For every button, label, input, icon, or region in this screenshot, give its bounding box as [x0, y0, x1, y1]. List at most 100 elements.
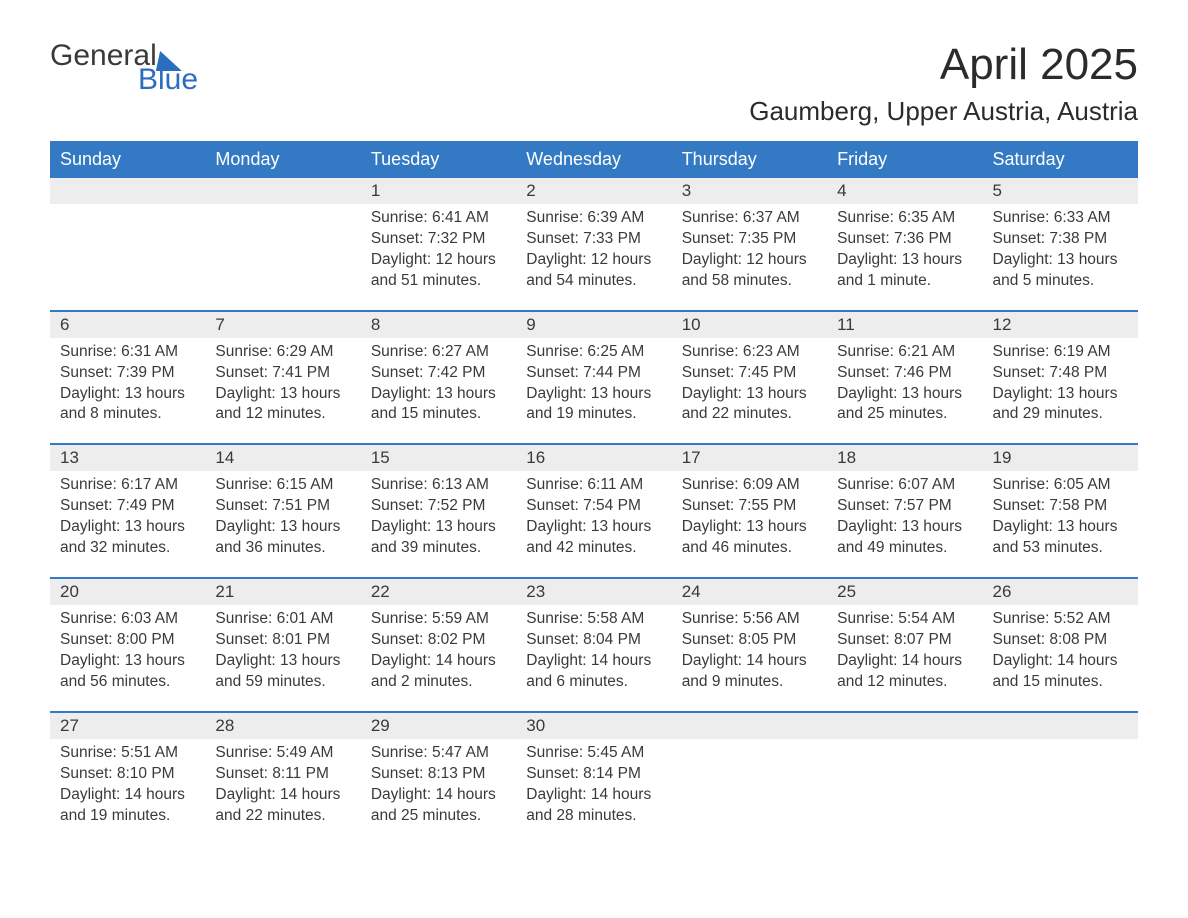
day-body-cell — [672, 739, 827, 845]
daylight-line: Daylight: 14 hours and 12 minutes. — [837, 651, 972, 693]
day-body-cell: Sunrise: 6:03 AMSunset: 8:00 PMDaylight:… — [50, 605, 205, 712]
sunset-line: Sunset: 7:52 PM — [371, 496, 506, 517]
day-body-cell — [827, 739, 982, 845]
day-number-cell: 14 — [205, 444, 360, 471]
daylight-line: Daylight: 13 hours and 36 minutes. — [215, 517, 350, 559]
sunrise-line: Sunrise: 6:01 AM — [215, 609, 350, 630]
sunrise-line: Sunrise: 6:15 AM — [215, 475, 350, 496]
title-block: April 2025 Gaumberg, Upper Austria, Aust… — [749, 40, 1138, 127]
sunset-line: Sunset: 8:05 PM — [682, 630, 817, 651]
day-number-cell: 2 — [516, 178, 671, 204]
sunset-line: Sunset: 8:04 PM — [526, 630, 661, 651]
weekday-header: Tuesday — [361, 141, 516, 178]
sunrise-line: Sunrise: 5:51 AM — [60, 743, 195, 764]
day-body-cell: Sunrise: 6:21 AMSunset: 7:46 PMDaylight:… — [827, 338, 982, 445]
sunset-line: Sunset: 7:45 PM — [682, 363, 817, 384]
day-body-cell: Sunrise: 6:13 AMSunset: 7:52 PMDaylight:… — [361, 471, 516, 578]
day-number-cell: 5 — [983, 178, 1138, 204]
daylight-line: Daylight: 13 hours and 29 minutes. — [993, 384, 1128, 426]
daylight-line: Daylight: 13 hours and 25 minutes. — [837, 384, 972, 426]
daylight-line: Daylight: 13 hours and 59 minutes. — [215, 651, 350, 693]
daylight-line: Daylight: 14 hours and 2 minutes. — [371, 651, 506, 693]
day-body-cell: Sunrise: 5:58 AMSunset: 8:04 PMDaylight:… — [516, 605, 671, 712]
calendar-body: 12345Sunrise: 6:41 AMSunset: 7:32 PMDayl… — [50, 178, 1138, 844]
day-number-cell: 25 — [827, 578, 982, 605]
week-body-row: Sunrise: 6:17 AMSunset: 7:49 PMDaylight:… — [50, 471, 1138, 578]
daylight-line: Daylight: 13 hours and 49 minutes. — [837, 517, 972, 559]
sunset-line: Sunset: 8:13 PM — [371, 764, 506, 785]
day-body-cell: Sunrise: 5:45 AMSunset: 8:14 PMDaylight:… — [516, 739, 671, 845]
day-number-cell: 22 — [361, 578, 516, 605]
daylight-line: Daylight: 13 hours and 22 minutes. — [682, 384, 817, 426]
sunset-line: Sunset: 8:07 PM — [837, 630, 972, 651]
daylight-line: Daylight: 14 hours and 9 minutes. — [682, 651, 817, 693]
day-number-cell: 13 — [50, 444, 205, 471]
calendar-table: Sunday Monday Tuesday Wednesday Thursday… — [50, 141, 1138, 844]
day-number-cell: 15 — [361, 444, 516, 471]
sunrise-line: Sunrise: 6:31 AM — [60, 342, 195, 363]
daylight-line: Daylight: 12 hours and 51 minutes. — [371, 250, 506, 292]
month-title: April 2025 — [749, 40, 1138, 90]
day-body-cell: Sunrise: 5:56 AMSunset: 8:05 PMDaylight:… — [672, 605, 827, 712]
daylight-line: Daylight: 14 hours and 6 minutes. — [526, 651, 661, 693]
day-body-cell: Sunrise: 5:47 AMSunset: 8:13 PMDaylight:… — [361, 739, 516, 845]
day-body-cell: Sunrise: 6:27 AMSunset: 7:42 PMDaylight:… — [361, 338, 516, 445]
day-number-cell: 24 — [672, 578, 827, 605]
sunrise-line: Sunrise: 6:37 AM — [682, 208, 817, 229]
sunset-line: Sunset: 8:00 PM — [60, 630, 195, 651]
weekday-header: Wednesday — [516, 141, 671, 178]
sunrise-line: Sunrise: 5:58 AM — [526, 609, 661, 630]
day-number-cell: 28 — [205, 712, 360, 739]
day-number-cell: 17 — [672, 444, 827, 471]
day-number-cell: 19 — [983, 444, 1138, 471]
sunrise-line: Sunrise: 5:54 AM — [837, 609, 972, 630]
day-body-cell: Sunrise: 6:15 AMSunset: 7:51 PMDaylight:… — [205, 471, 360, 578]
day-number-cell: 8 — [361, 311, 516, 338]
daynum-row: 12345 — [50, 178, 1138, 204]
location-subtitle: Gaumberg, Upper Austria, Austria — [749, 96, 1138, 127]
sunrise-line: Sunrise: 6:39 AM — [526, 208, 661, 229]
day-body-cell: Sunrise: 6:23 AMSunset: 7:45 PMDaylight:… — [672, 338, 827, 445]
daylight-line: Daylight: 14 hours and 25 minutes. — [371, 785, 506, 827]
daylight-line: Daylight: 13 hours and 32 minutes. — [60, 517, 195, 559]
day-body-cell: Sunrise: 6:31 AMSunset: 7:39 PMDaylight:… — [50, 338, 205, 445]
day-number-cell: 23 — [516, 578, 671, 605]
sunset-line: Sunset: 7:48 PM — [993, 363, 1128, 384]
day-number-cell: 7 — [205, 311, 360, 338]
sunset-line: Sunset: 7:39 PM — [60, 363, 195, 384]
day-body-cell: Sunrise: 5:52 AMSunset: 8:08 PMDaylight:… — [983, 605, 1138, 712]
sunrise-line: Sunrise: 6:33 AM — [993, 208, 1128, 229]
day-number-cell: 18 — [827, 444, 982, 471]
daylight-line: Daylight: 13 hours and 39 minutes. — [371, 517, 506, 559]
sunrise-line: Sunrise: 6:35 AM — [837, 208, 972, 229]
sunset-line: Sunset: 7:54 PM — [526, 496, 661, 517]
sunrise-line: Sunrise: 6:17 AM — [60, 475, 195, 496]
day-body-cell: Sunrise: 6:01 AMSunset: 8:01 PMDaylight:… — [205, 605, 360, 712]
daylight-line: Daylight: 14 hours and 15 minutes. — [993, 651, 1128, 693]
sunset-line: Sunset: 7:57 PM — [837, 496, 972, 517]
sunrise-line: Sunrise: 6:25 AM — [526, 342, 661, 363]
sunset-line: Sunset: 7:32 PM — [371, 229, 506, 250]
daylight-line: Daylight: 13 hours and 8 minutes. — [60, 384, 195, 426]
weekday-header: Monday — [205, 141, 360, 178]
sunrise-line: Sunrise: 5:59 AM — [371, 609, 506, 630]
day-body-cell: Sunrise: 6:07 AMSunset: 7:57 PMDaylight:… — [827, 471, 982, 578]
week-body-row: Sunrise: 6:31 AMSunset: 7:39 PMDaylight:… — [50, 338, 1138, 445]
sunset-line: Sunset: 8:11 PM — [215, 764, 350, 785]
sunset-line: Sunset: 8:01 PM — [215, 630, 350, 651]
day-number-cell: 26 — [983, 578, 1138, 605]
sunset-line: Sunset: 8:10 PM — [60, 764, 195, 785]
sunrise-line: Sunrise: 6:21 AM — [837, 342, 972, 363]
weekday-header: Saturday — [983, 141, 1138, 178]
sunrise-line: Sunrise: 6:23 AM — [682, 342, 817, 363]
daynum-row: 27282930 — [50, 712, 1138, 739]
sunrise-line: Sunrise: 6:27 AM — [371, 342, 506, 363]
day-number-cell: 3 — [672, 178, 827, 204]
sunset-line: Sunset: 7:58 PM — [993, 496, 1128, 517]
day-number-cell — [205, 178, 360, 204]
day-body-cell: Sunrise: 6:41 AMSunset: 7:32 PMDaylight:… — [361, 204, 516, 311]
day-number-cell — [672, 712, 827, 739]
day-body-cell: Sunrise: 6:29 AMSunset: 7:41 PMDaylight:… — [205, 338, 360, 445]
sunset-line: Sunset: 7:51 PM — [215, 496, 350, 517]
day-number-cell: 27 — [50, 712, 205, 739]
